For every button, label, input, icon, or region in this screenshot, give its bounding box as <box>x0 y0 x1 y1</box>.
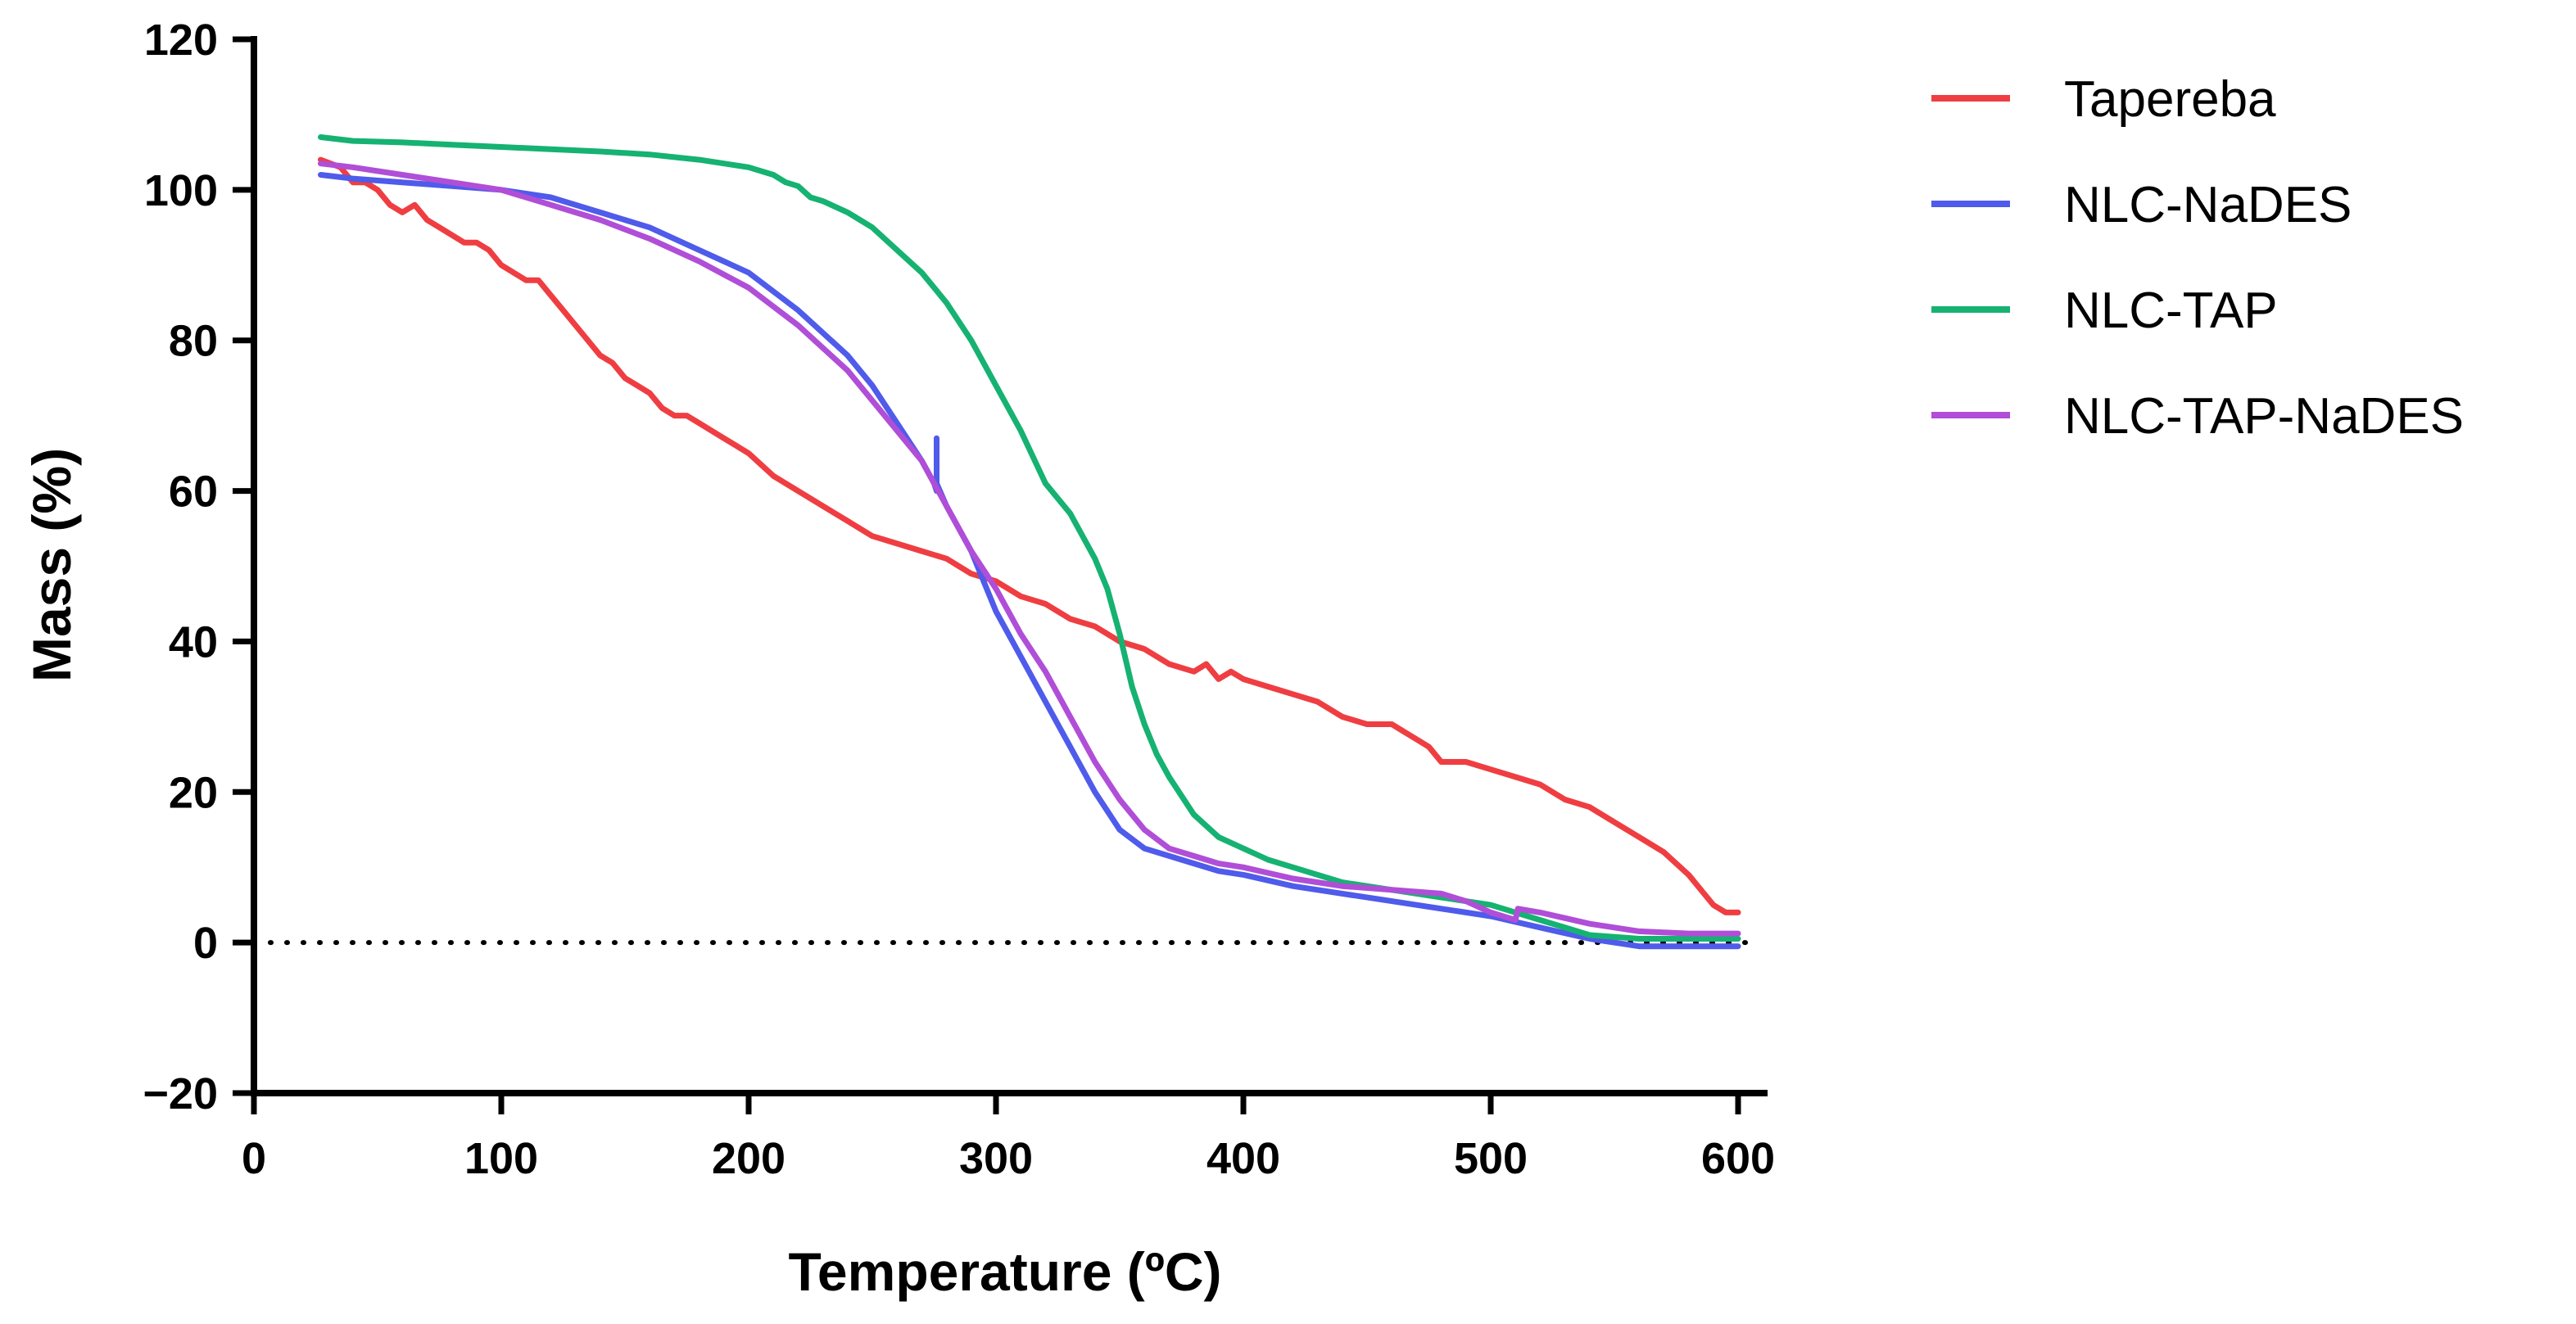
series-line-nlc-nades <box>318 172 1741 950</box>
y-tick-label: 120 <box>144 16 218 65</box>
x-tick-label: 200 <box>712 1134 785 1183</box>
legend-item: Tapereba <box>1931 71 2276 128</box>
legend-label: NLC-TAP <box>2064 282 2278 339</box>
series-line-nlc-tap <box>318 134 1741 942</box>
x-axis-title: Temperature (ºC) <box>789 1241 1222 1302</box>
legend-item: NLC-TAP-NaDES <box>1931 388 2464 445</box>
legend-item: NLC-NaDES <box>1931 177 2352 233</box>
y-tick-label: 40 <box>169 617 218 667</box>
x-tick-label: 500 <box>1454 1134 1528 1183</box>
y-tick-label: 80 <box>169 317 218 366</box>
y-tick-label: 0 <box>193 919 218 968</box>
x-tick-label: 100 <box>464 1134 538 1183</box>
x-tick-label: 400 <box>1207 1134 1280 1183</box>
y-axis-title: Mass (%) <box>21 448 82 682</box>
legend: Tapereba NLC-NaDES NLC-TAP NLC-TAP-NaDES <box>1931 71 2464 445</box>
x-tick-label: 300 <box>959 1134 1033 1183</box>
series-line-tapereba <box>318 156 1741 915</box>
legend-label: NLC-TAP-NaDES <box>2064 388 2464 445</box>
y-tick-label: 100 <box>144 166 218 215</box>
legend-label: Tapereba <box>2064 71 2276 128</box>
legend-label: NLC-NaDES <box>2064 177 2352 233</box>
x-tick-label: 600 <box>1701 1134 1775 1183</box>
y-tick-label: −20 <box>143 1069 218 1118</box>
series-layer <box>318 134 1741 950</box>
series-line-nlc-tap-nades <box>318 160 1741 937</box>
legend-item: NLC-TAP <box>1931 282 2278 339</box>
axes-layer: −20 0 20 40 60 80 100 120 0 100 200 300 400 500 600 <box>143 16 1775 1183</box>
y-tick-label: 20 <box>169 768 218 817</box>
x-tick-label: 0 <box>242 1134 266 1183</box>
y-tick-label: 60 <box>169 468 218 517</box>
